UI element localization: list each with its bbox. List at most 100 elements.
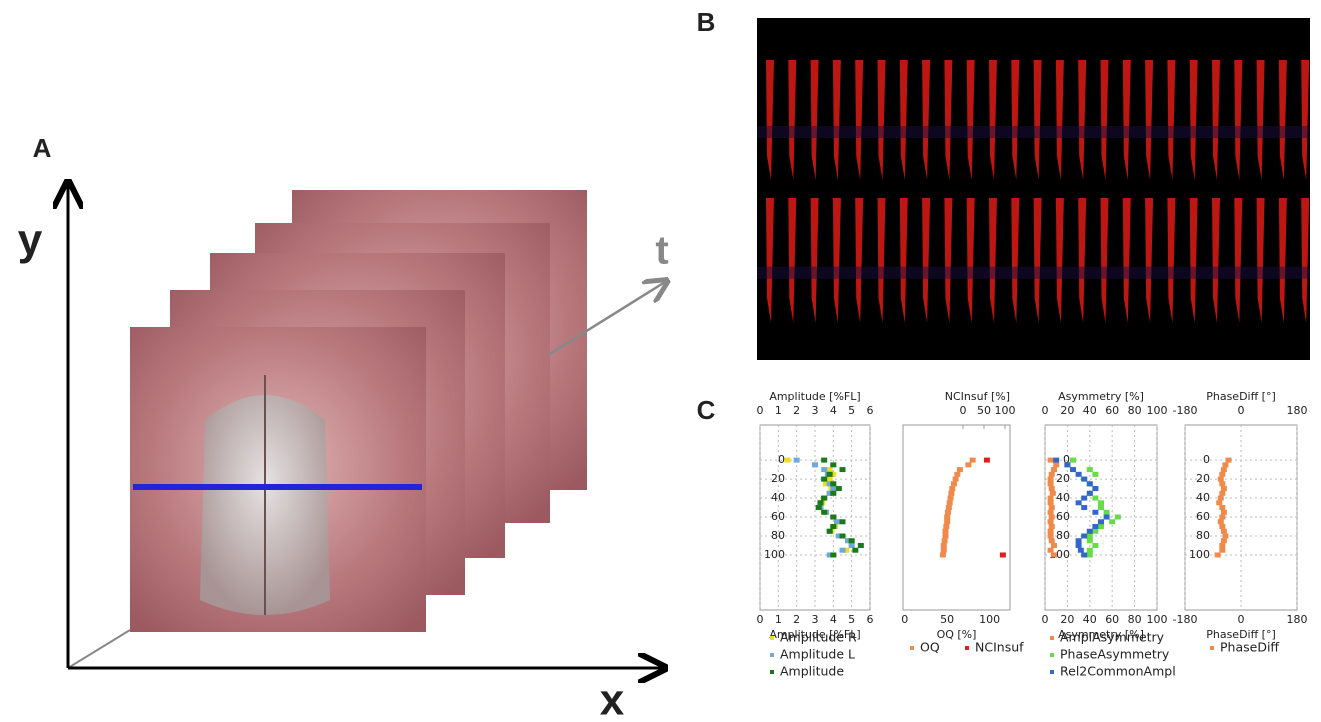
point [1047, 528, 1054, 534]
point [1220, 528, 1227, 534]
kymo-streak [1301, 198, 1310, 323]
point [1064, 462, 1071, 468]
point [1047, 495, 1054, 501]
kymo-streak [1100, 60, 1109, 180]
legend-label: Amplitude L [780, 647, 855, 662]
x-tick-label: 20 [1060, 404, 1074, 417]
point [1081, 552, 1088, 558]
y-tick-label: 80 [1196, 529, 1210, 542]
point [1098, 500, 1104, 506]
point [1070, 457, 1076, 463]
point [830, 552, 837, 558]
kymo-streak [832, 198, 841, 323]
kymo-streak [922, 198, 931, 323]
point [948, 490, 955, 496]
point [940, 547, 947, 553]
x-tick-label: 20 [1060, 613, 1074, 626]
kymo-streak [1167, 198, 1176, 323]
point [830, 471, 837, 477]
panel-a: A y x t [18, 133, 669, 722]
point [1075, 471, 1082, 477]
kymo-streak [1145, 60, 1154, 180]
x-tick-label: -180 [1173, 613, 1198, 626]
point [1219, 524, 1226, 530]
y-tick-label: 100 [764, 548, 785, 561]
point [1086, 552, 1093, 558]
point [821, 467, 828, 473]
kymo-streak [1055, 198, 1064, 323]
point [1220, 538, 1227, 544]
kymo-streak [1078, 198, 1087, 323]
point [852, 547, 859, 553]
kymo-streak [1234, 60, 1243, 180]
x-tick-label: 0 [901, 613, 908, 626]
point [1050, 467, 1057, 473]
x-tick-label: 1 [775, 613, 782, 626]
point [1050, 552, 1057, 558]
point [1053, 462, 1060, 468]
point [1220, 486, 1227, 492]
kymo-streak [1212, 198, 1220, 323]
legend-marker [1050, 636, 1054, 640]
x-tick-label: -180 [1173, 404, 1198, 417]
point [1077, 547, 1084, 553]
point [1219, 481, 1226, 487]
kymo-streak [966, 198, 975, 323]
point [821, 476, 828, 482]
y-tick-label: 60 [771, 510, 785, 523]
point [1047, 500, 1054, 506]
legend-marker [770, 653, 774, 657]
point [1047, 519, 1054, 525]
kymo-streak [1011, 60, 1020, 180]
kymo-streak [1122, 60, 1131, 180]
point [1098, 505, 1104, 511]
kymo-streak [1256, 198, 1265, 323]
point [830, 514, 837, 520]
x2-tick-label: 100 [994, 404, 1015, 417]
kymo-streak [1122, 198, 1131, 323]
point [826, 490, 833, 496]
legend-label: PhaseDiff [1220, 640, 1279, 655]
point [1219, 542, 1226, 548]
legend-marker [770, 636, 774, 640]
x-tick-label: 0 [1238, 404, 1245, 417]
panel-label: B [697, 7, 716, 37]
point [1075, 500, 1082, 506]
point [826, 476, 833, 482]
legend-label: PhaseAsymmetry [1060, 647, 1170, 662]
point [826, 552, 833, 558]
kymo-streak [944, 60, 953, 180]
point [839, 533, 846, 539]
kymo-streak [855, 198, 864, 323]
point [821, 457, 828, 463]
point [1048, 471, 1055, 477]
point [944, 514, 951, 520]
point [839, 519, 846, 525]
y-tick-label: 0 [1063, 453, 1070, 466]
point [1047, 476, 1054, 482]
point [1220, 509, 1227, 515]
legend-marker [1210, 646, 1214, 650]
kymo-streak [1234, 198, 1243, 323]
y-tick-label: 20 [771, 472, 785, 485]
point [1050, 542, 1057, 548]
point [1048, 524, 1055, 530]
panel-b: B [697, 7, 1310, 360]
y-tick-label: 80 [1056, 529, 1070, 542]
point [965, 462, 972, 468]
point [1086, 467, 1093, 473]
point [947, 495, 954, 501]
point [1103, 514, 1110, 520]
kymo-streak [1189, 60, 1198, 180]
point [1217, 476, 1224, 482]
point [812, 462, 818, 468]
x-tick-label: 100 [979, 613, 1000, 626]
kymo-streak [1100, 198, 1109, 323]
point [1114, 514, 1121, 520]
point [1047, 457, 1054, 463]
kymo-band [757, 266, 1310, 279]
kymo-streak [989, 60, 997, 180]
point [1098, 519, 1104, 525]
kymo-streak [877, 60, 886, 180]
point [999, 552, 1006, 558]
